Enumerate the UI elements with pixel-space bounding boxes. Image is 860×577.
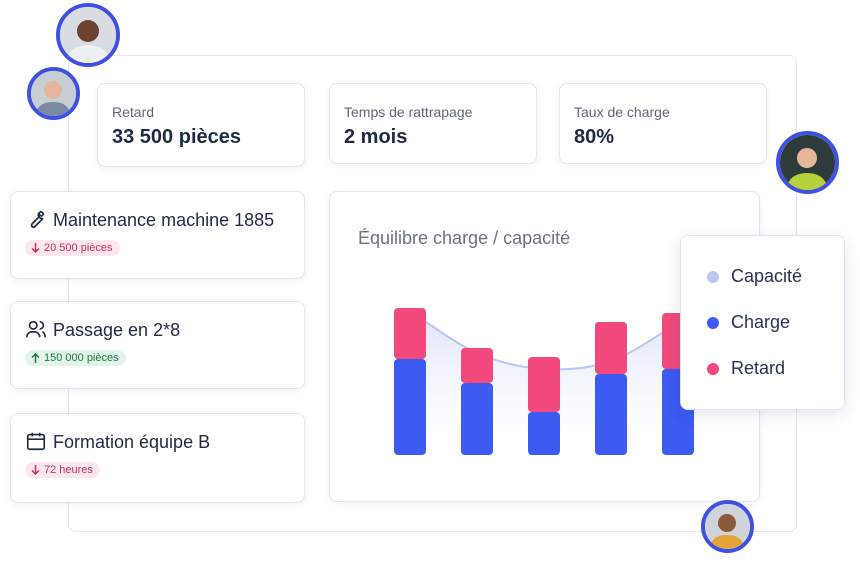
arrow-down [31, 465, 40, 475]
kpi-label: Retard [112, 104, 155, 120]
bar-segment [461, 348, 493, 383]
action-title: Formation équipe B [53, 432, 211, 452]
legend-label: Capacité [731, 266, 803, 286]
bar-segment [595, 322, 627, 374]
avatar [56, 3, 120, 67]
legend-swatch [707, 270, 719, 283]
chart-title: Équilibre charge / capacité [358, 228, 570, 248]
legend-swatch [707, 316, 719, 329]
arrow-down [31, 243, 40, 253]
badge: 20 500 pièces [25, 240, 120, 256]
badge-text: 72 heures [44, 464, 93, 476]
arrow-up [31, 353, 40, 363]
avatar-photo [780, 135, 835, 190]
bar-segment [595, 374, 627, 455]
kpi-card: Taux de charge 80% [559, 83, 767, 164]
action-card: Formation équipe B 72 heures [10, 413, 305, 503]
avatar [776, 131, 839, 194]
kpi-label: Taux de charge [574, 104, 670, 120]
legend-item: Retard [707, 358, 785, 379]
legend-item: Charge [707, 312, 790, 333]
action-title: Passage en 2*8 [53, 320, 181, 340]
avatar [27, 67, 80, 120]
action-title: Maintenance machine 1885 [53, 210, 275, 230]
badge-text: 20 500 pièces [44, 242, 113, 254]
action-card: Maintenance machine 1885 20 500 pièces [10, 191, 305, 279]
calendar-icon [26, 432, 46, 451]
avatar [701, 500, 754, 553]
kpi-value: 33 500 pièces [112, 126, 241, 148]
legend-swatch [707, 362, 719, 375]
kpi-card: Retard 33 500 pièces [97, 83, 305, 167]
legend: Capacité Charge Retard [680, 235, 845, 410]
kpi-label: Temps de rattrapage [344, 104, 473, 120]
bar-segment [461, 383, 493, 455]
action-card: Passage en 2*8 150 000 pièces [10, 301, 305, 389]
bar-segment [528, 412, 560, 455]
bar-segment [394, 359, 426, 455]
avatar-photo [705, 504, 750, 549]
badge-text: 150 000 pièces [44, 352, 119, 364]
badge: 72 heures [25, 462, 100, 478]
avatar-photo [31, 71, 76, 116]
bar-segment [394, 308, 426, 359]
kpi-card: Temps de rattrapage 2 mois [329, 83, 537, 164]
badge: 150 000 pièces [25, 350, 126, 366]
wrench-icon [30, 210, 45, 228]
kpi-value: 80% [574, 126, 615, 148]
bar-segment [528, 357, 560, 412]
legend-item: Capacité [707, 266, 802, 287]
legend-label: Retard [731, 358, 786, 378]
users-icon [26, 320, 46, 338]
legend-label: Charge [731, 312, 791, 332]
kpi-value: 2 mois [344, 126, 408, 148]
avatar-photo [60, 7, 116, 63]
